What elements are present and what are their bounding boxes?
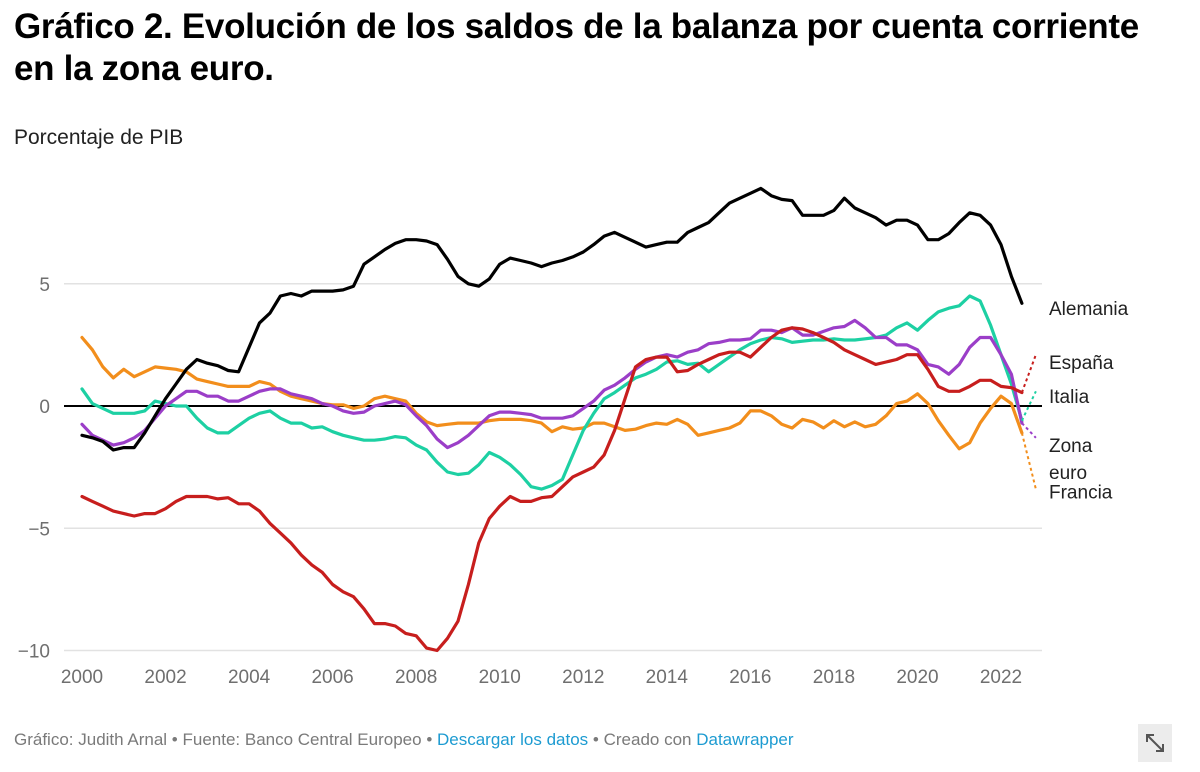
y-tick-label: −5 [28, 519, 50, 540]
x-tick-label: 2002 [144, 667, 186, 688]
x-tick-label: 2022 [980, 667, 1022, 688]
x-tick-label: 2014 [646, 667, 689, 688]
y-axis: −10 −5 0 5 [18, 275, 50, 663]
separator: • [588, 730, 604, 749]
x-tick-label: 2016 [729, 667, 771, 688]
series-lines [80, 186, 1024, 653]
projection-zona-euro [1021, 422, 1037, 439]
x-tick-label: 2018 [813, 667, 855, 688]
projection-lines [1020, 354, 1037, 490]
series-label-zona-euro-line2: euro [1049, 463, 1087, 484]
series-label-alemania: Alemania [1049, 299, 1129, 320]
series-label-zona-euro: Zona [1049, 436, 1093, 457]
y-tick-label: 0 [39, 397, 50, 418]
x-tick-label: 2008 [395, 667, 437, 688]
series-line-españa [80, 326, 1024, 653]
series-label-españa: España [1049, 353, 1114, 374]
credit-text: Gráfico: Judith Arnal [14, 730, 168, 749]
expand-arrow-icon [1146, 734, 1164, 752]
separator: • [167, 730, 183, 749]
grid-lines [64, 283, 1042, 652]
series-line-francia [80, 335, 1024, 451]
chart-subtitle: Porcentaje de PIB [14, 126, 184, 149]
x-tick-label: 2004 [228, 667, 271, 688]
x-tick-label: 2012 [562, 667, 604, 688]
expand-button[interactable] [1138, 724, 1172, 762]
projection-españa [1020, 354, 1037, 393]
x-tick-label: 2020 [896, 667, 938, 688]
series-label-italia: Italia [1049, 387, 1090, 408]
x-axis: 2000 2002 2004 2006 2008 2010 2012 2014 2016 2018… [61, 667, 1022, 688]
line-chart: −10 −5 0 5 2000 2002 2004 2006 2008 2010 2012 2014… [18, 186, 1129, 688]
source-text: Fuente: Banco Central Europeo [182, 730, 422, 749]
chart-title: Gráfico 2. Evolución de los saldos de la… [14, 7, 1139, 88]
y-tick-label: 5 [39, 275, 50, 296]
projection-francia [1020, 432, 1037, 490]
download-data-link[interactable]: Descargar los datos [437, 730, 589, 749]
chart-footer: Gráfico: Judith Arnal • Fuente: Banco Ce… [14, 730, 794, 750]
x-tick-label: 2000 [61, 667, 103, 688]
datawrapper-link[interactable]: Datawrapper [696, 730, 794, 749]
x-tick-label: 2006 [311, 667, 353, 688]
x-tick-label: 2010 [479, 667, 521, 688]
series-line-zona-euro [80, 318, 1024, 450]
series-line-italia [80, 294, 1024, 491]
created-with-text: Creado con [603, 730, 692, 749]
separator: • [421, 730, 437, 749]
series-line-alemania [80, 186, 1024, 452]
series-label-francia: Francia [1049, 483, 1113, 504]
y-tick-label: −10 [18, 642, 50, 663]
